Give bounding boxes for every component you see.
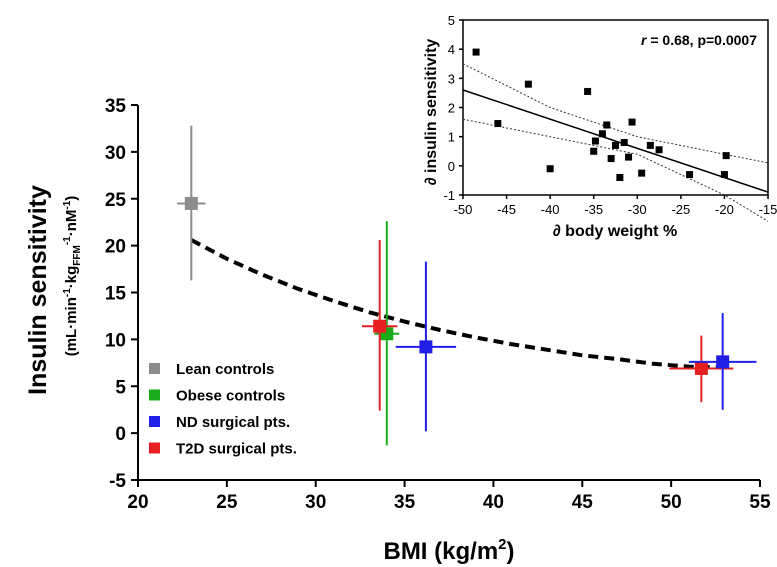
inset-x-tick-label: -35 — [584, 202, 603, 217]
y-units-part: (mL·min — [63, 297, 80, 356]
inset-regression-line — [462, 89, 769, 193]
y-units-part: ) — [63, 196, 80, 201]
inset-x-tick-label: -25 — [671, 202, 690, 217]
inset-data-point — [607, 155, 615, 163]
inset-data-point — [590, 147, 598, 155]
data-point-lean-controls — [177, 125, 206, 281]
legend-label: T2D surgical pts. — [176, 441, 297, 458]
legend-label: Obese controls — [176, 388, 285, 405]
x-axis-label: BMI (kg/m2) — [383, 536, 514, 565]
x-tick-label: 45 — [572, 492, 594, 513]
inset-data-point — [655, 146, 663, 154]
inset-x-tick-label: -50 — [454, 202, 473, 217]
y-units-part: ·nM — [63, 210, 80, 237]
inset-x-axis-label: ∂ body weight % — [553, 223, 677, 240]
inset-data-point — [620, 139, 628, 146]
y-tick-label: 30 — [105, 143, 126, 164]
data-point-group-5 — [688, 313, 757, 410]
x-axis-label-close: ) — [507, 538, 515, 565]
data-marker — [184, 196, 198, 210]
y-units-superscript: -1 — [62, 288, 73, 297]
fit-curve — [190, 238, 725, 370]
inset-y-tick-label: 4 — [448, 42, 455, 57]
inset-x-tick-label: -40 — [541, 202, 560, 217]
data-marker — [373, 319, 387, 333]
data-point-obese-controls — [374, 221, 400, 446]
inset-x-tick-label: -30 — [628, 202, 647, 217]
y-tick-label: -5 — [109, 471, 126, 492]
data-point-nd-surgical-pts- — [395, 261, 457, 432]
inset-data-point — [628, 118, 636, 126]
y-units-subscript: FFM — [72, 245, 83, 266]
x-tick-label: 40 — [483, 492, 504, 513]
inset-annotation-text: = 0.68, p=0.0007 — [646, 32, 757, 48]
inset-data-point — [472, 48, 480, 56]
inset-y-tick-label: 0 — [448, 159, 455, 174]
inset-confidence-lower — [462, 118, 769, 222]
x-tick-label: 30 — [305, 492, 326, 513]
inset-data-point — [612, 141, 619, 149]
inset-data-point — [524, 80, 532, 88]
y-tick-label: 10 — [105, 330, 126, 351]
x-tick-label: 20 — [127, 492, 148, 513]
legend-swatch — [149, 389, 160, 401]
x-axis-label-superscript: 2 — [498, 536, 506, 553]
inset-data-point — [646, 141, 654, 149]
inset-data-point — [598, 130, 606, 138]
legend: Lean controls Obese controls ND surgical p… — [149, 361, 297, 458]
legend-label: ND surgical pts. — [176, 414, 290, 431]
legend-swatch — [149, 363, 160, 374]
x-tick-label: 35 — [394, 492, 416, 513]
inset-confidence-upper — [462, 63, 769, 164]
inset-data-point — [625, 153, 633, 161]
y-units-superscript: -1 — [62, 200, 73, 209]
y-axis-units: (mL·min-1·kgFFM-1·nM-1) — [62, 196, 83, 357]
x-axis-label-text: BMI (kg/m — [383, 538, 498, 565]
inset-y-tick-label: 1 — [448, 130, 455, 145]
data-point-t2d-surgical-pts- — [361, 240, 398, 411]
legend-label: Lean controls — [176, 361, 274, 378]
y-tick-label: 25 — [105, 190, 127, 211]
inset-y-tick-label: 5 — [448, 13, 455, 28]
inset-y-tick-label: -1 — [443, 188, 455, 203]
inset-annotation-r: r — [641, 32, 648, 48]
inset-data-point — [584, 87, 592, 95]
y-tick-label: 15 — [105, 284, 127, 305]
y-tick-label: 35 — [105, 96, 127, 117]
x-tick-label: 50 — [661, 492, 682, 513]
y-axis-label: Insulin sensitivity — [24, 185, 52, 395]
data-marker — [694, 361, 708, 375]
inset-data-point — [494, 120, 502, 128]
inset-data-point — [603, 121, 611, 129]
inset-data-point — [638, 169, 646, 177]
y-tick-label: 0 — [115, 424, 126, 445]
inset-annotation: r = 0.68, p=0.0007 — [641, 32, 757, 48]
data-marker — [716, 355, 730, 369]
y-tick-label: 5 — [115, 377, 126, 398]
inset-data-point — [686, 171, 694, 179]
legend-swatch — [149, 442, 160, 454]
inset-x-tick-label: -45 — [497, 202, 516, 217]
y-tick-label: 20 — [105, 237, 126, 258]
inset-y-tick-label: 3 — [448, 71, 455, 86]
inset-x-tick-label: -20 — [715, 202, 734, 217]
inset-data-point — [591, 137, 599, 145]
inset-x-tick-label: -15 — [759, 202, 777, 217]
data-point-group-4 — [669, 335, 734, 403]
y-units-superscript: -1 — [62, 236, 73, 245]
inset-data-point — [616, 174, 624, 181]
inset-y-axis-label: ∂ insulin sensitivity — [423, 39, 440, 186]
inset-data-point — [720, 171, 728, 179]
inset-chart: -50 -45 -40 -35 -30 -25 -20 -15 -1 0 1 2 3 4 5 ∂ body w… — [423, 13, 777, 240]
x-tick-label: 55 — [749, 492, 771, 513]
inset-data-point — [722, 152, 730, 160]
inset-data-point — [546, 165, 554, 173]
legend-swatch — [149, 416, 160, 427]
data-marker — [419, 340, 433, 354]
inset-y-tick-label: 2 — [448, 101, 455, 116]
y-units-part: ·kg — [63, 266, 80, 289]
x-tick-label: 25 — [216, 492, 238, 513]
